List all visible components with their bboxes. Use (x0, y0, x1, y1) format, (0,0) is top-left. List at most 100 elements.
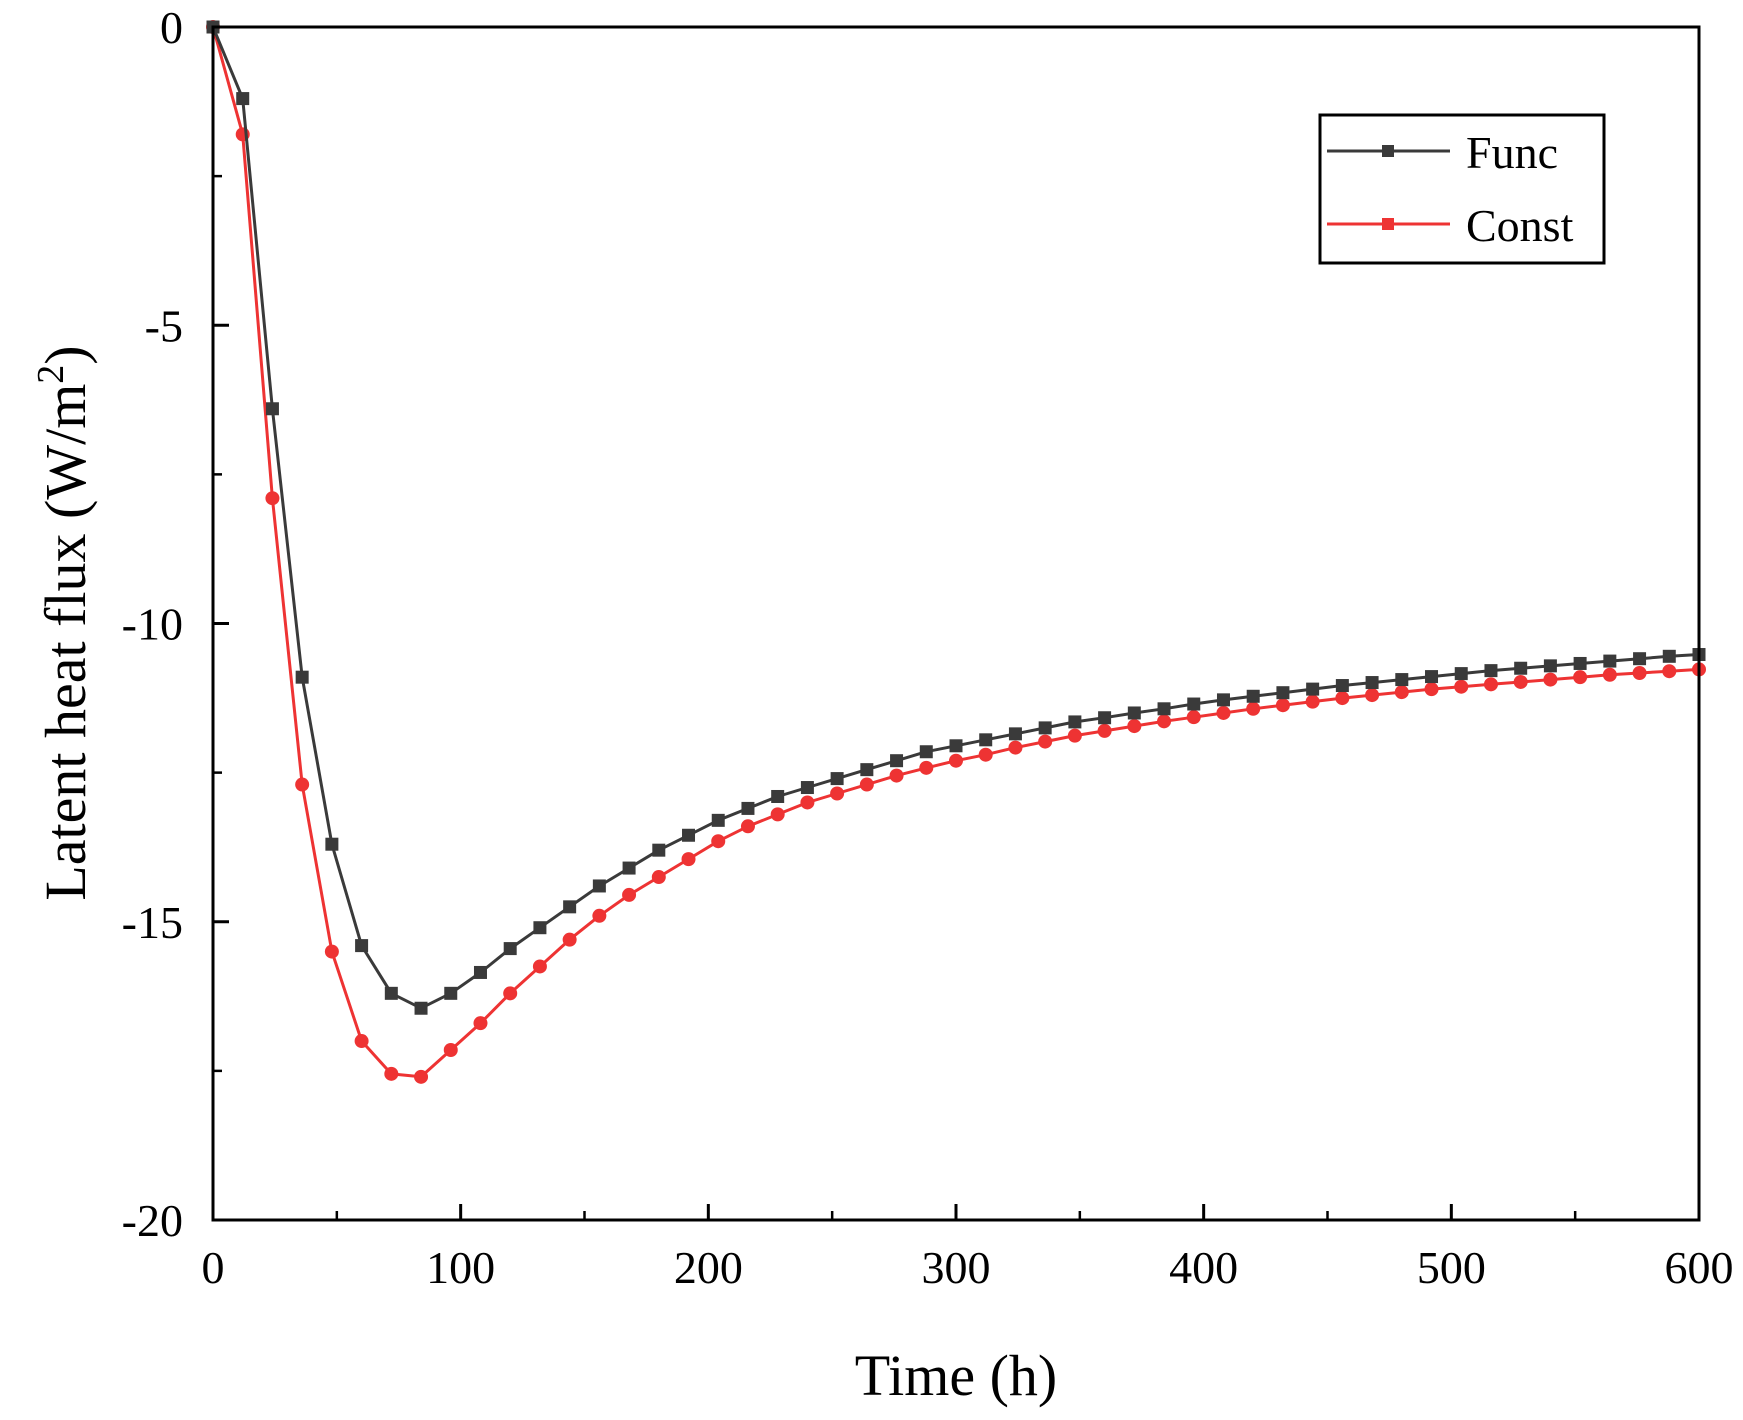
series-func-point (384, 986, 398, 1000)
series-func-point (682, 828, 696, 842)
series-func-point (1276, 686, 1290, 700)
series-func-point (1514, 661, 1528, 675)
series-const-point (384, 1066, 399, 1081)
series-func-point (1068, 715, 1082, 729)
series-func-point (473, 965, 487, 979)
series-func-point (860, 763, 874, 777)
series-func-point (1603, 654, 1617, 668)
series-const-point (740, 819, 755, 834)
series-const-point (1038, 734, 1053, 749)
y-axis-title-main: Latent heat flux (W/m (33, 384, 98, 901)
series-const-point (1097, 723, 1112, 738)
series-const-point (681, 852, 696, 867)
series-func-point (503, 942, 517, 956)
series-const-point (1157, 714, 1172, 729)
series-const-point (889, 768, 904, 783)
series-const-point (1067, 728, 1082, 743)
series-const-point (949, 753, 963, 768)
series-const-point (1335, 691, 1350, 706)
series-const-point (265, 491, 280, 506)
series-const-point (1394, 685, 1409, 700)
x-axis-title: Time (h) (855, 1343, 1058, 1408)
x-tick-label: 400 (1169, 1242, 1238, 1293)
series-func-point (563, 900, 577, 914)
series-func-point (1098, 711, 1112, 725)
series-func-point (414, 1001, 428, 1015)
series-const-point (1483, 677, 1498, 692)
series-const-point (800, 795, 815, 810)
series-const-point (711, 834, 726, 849)
series-const-point (1662, 664, 1677, 679)
series-const-point (443, 1042, 458, 1057)
series-const-point (1543, 672, 1558, 687)
series-const-point (830, 786, 845, 801)
series-func-point (771, 789, 785, 803)
y-axis-title-close: ) (33, 345, 98, 364)
series-func-point (1543, 659, 1557, 673)
series-const-point (503, 986, 518, 1001)
series-func-point (592, 879, 606, 893)
series-func-point (1216, 693, 1230, 707)
series-func-point (949, 739, 963, 753)
series-func-point (1246, 689, 1260, 703)
series-func-point (1127, 706, 1141, 720)
series-const-point (1216, 705, 1231, 720)
series-func-point (1306, 682, 1320, 696)
series-func-point (830, 772, 844, 786)
series-func-point (622, 861, 636, 875)
series-const-point (592, 908, 607, 923)
y-axis-title: Latent heat flux (W/m2) (30, 345, 98, 900)
series-const-point (651, 870, 666, 885)
legend-const-label: Const (1466, 200, 1574, 251)
plot-frame (211, 25, 1701, 1222)
series-func-point (1157, 702, 1171, 716)
series-const-point (1454, 679, 1469, 694)
series-func-point (1365, 676, 1379, 690)
series-const-point (295, 777, 310, 792)
series-const-point (1513, 674, 1528, 689)
series-layer (206, 20, 1706, 1084)
x-tick-label: 100 (426, 1242, 495, 1293)
series-func-point (741, 801, 755, 815)
x-tick-label: 300 (922, 1242, 991, 1293)
series-func-point (1425, 670, 1439, 684)
series-func-point (236, 92, 250, 106)
series-const-point (1186, 710, 1201, 725)
x-tick-label: 0 (202, 1242, 225, 1293)
series-func-point (919, 745, 933, 759)
y-tick-label: -5 (145, 300, 183, 351)
series-func-point (1038, 721, 1052, 735)
series-const-point (1365, 688, 1380, 703)
y-tick-label: 0 (160, 2, 183, 53)
series-const-point (1127, 719, 1142, 734)
series-const-point (1602, 667, 1617, 682)
y-axis: 0 -5 -10 -15 -20 (122, 2, 229, 1246)
legend-func-marker (1382, 145, 1394, 157)
series-const-point (919, 760, 934, 775)
x-tick-label: 200 (674, 1242, 743, 1293)
series-func-point (890, 754, 904, 768)
series-func-point (1187, 697, 1201, 711)
y-axis-title-superscript: 2 (30, 365, 72, 384)
series-const-point (532, 959, 547, 974)
series-func-point (1395, 673, 1409, 687)
series-func-point (444, 986, 458, 1000)
series-func-point (295, 670, 309, 684)
series-func-point (800, 781, 814, 795)
series-func-point (979, 733, 993, 747)
series-const-point (1573, 670, 1588, 685)
y-tick-label: -20 (122, 1195, 183, 1246)
series-const-point (859, 777, 874, 792)
series-const-point (1305, 694, 1320, 709)
series-func-point (1662, 649, 1676, 663)
series-func-point (711, 813, 725, 827)
legend: Func Const (1318, 113, 1606, 265)
series-const-point (1632, 666, 1647, 681)
series-func-point (1335, 679, 1349, 693)
series-const-point (354, 1034, 369, 1049)
series-const-point (1246, 701, 1261, 716)
series-func-point (652, 843, 666, 857)
legend-func-label: Func (1466, 127, 1558, 178)
y-tick-label: -15 (122, 897, 183, 948)
